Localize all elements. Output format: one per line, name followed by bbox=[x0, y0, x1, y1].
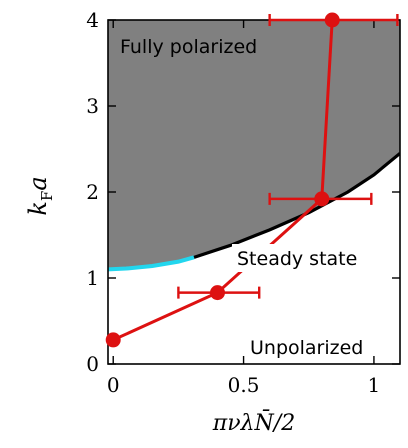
data-point bbox=[105, 332, 121, 348]
y-tick-label: 0 bbox=[86, 352, 99, 376]
annotation-fully-polarized: Fully polarized bbox=[120, 36, 257, 58]
y-tick-label: 4 bbox=[86, 8, 99, 32]
polarized-region bbox=[108, 20, 400, 270]
axis-ticks: 0 0.5 1 0 1 2 3 4 bbox=[86, 8, 400, 397]
y-tick-label: 2 bbox=[86, 180, 99, 204]
annotation-unpolarized: Unpolarized bbox=[250, 337, 363, 359]
y-tick-label: 1 bbox=[86, 266, 99, 290]
polarized-area bbox=[108, 20, 400, 270]
data-point bbox=[314, 191, 330, 207]
phase-boundary bbox=[108, 152, 400, 272]
steady-state-label-bg bbox=[232, 244, 384, 272]
x-axis-label: πνλN̄/2 bbox=[212, 409, 295, 436]
y-axis-label: kFa bbox=[24, 176, 56, 215]
x-tick-label: 0.5 bbox=[228, 373, 260, 397]
boundary-cyan-segment bbox=[108, 255, 195, 272]
data-point bbox=[324, 12, 340, 28]
x-tick-label: 0 bbox=[107, 373, 120, 397]
annotation-steady-state: Steady state bbox=[237, 248, 357, 270]
boundary-black-segment bbox=[193, 152, 400, 259]
svg-text:kFa: kFa bbox=[24, 176, 56, 215]
y-tick-label: 3 bbox=[86, 94, 99, 118]
x-tick-label: 1 bbox=[368, 373, 381, 397]
data-point bbox=[210, 285, 225, 301]
